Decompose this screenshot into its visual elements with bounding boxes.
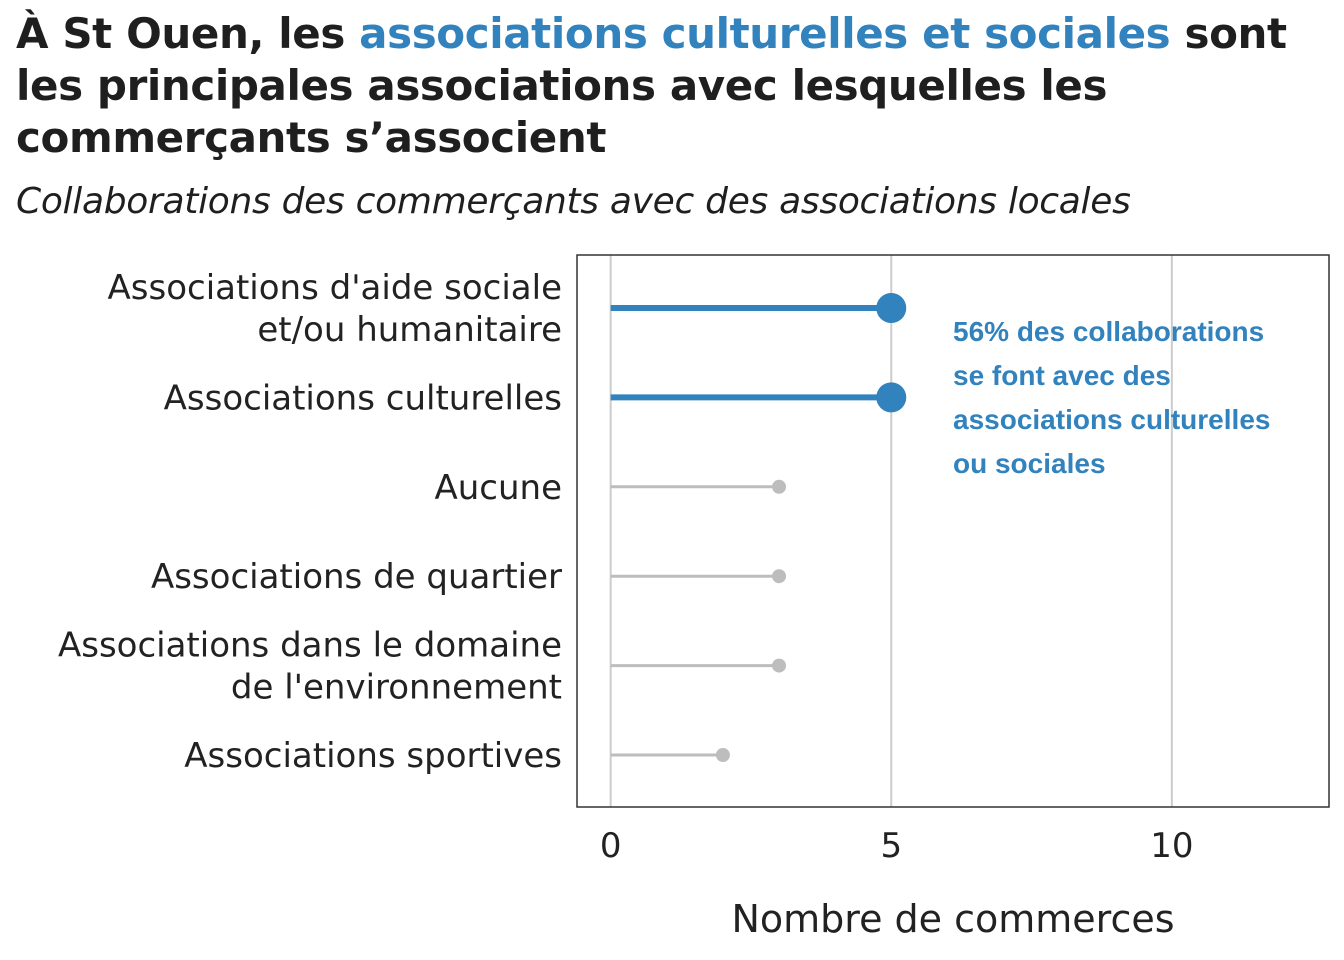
title-highlight: associations culturelles et sociales: [359, 9, 1171, 58]
category-label-3: Associations de quartier: [151, 557, 562, 597]
annotation-line: associations culturelles: [953, 404, 1270, 435]
category-labels: Associations d'aide sociale et/ou humanit…: [58, 268, 562, 776]
annotation-line: se font avec des: [953, 360, 1171, 391]
category-label-line: Associations dans le domaine: [58, 626, 562, 666]
lollipop-dot-0: [876, 293, 907, 323]
category-label-line: de l'environnement: [231, 668, 562, 708]
lollipop-dot-3: [772, 569, 787, 584]
category-label-1: Associations culturelles: [164, 378, 562, 418]
lollipop-dot-1: [876, 382, 907, 413]
x-tick-label-0: 0: [600, 826, 622, 866]
category-label-line: Associations d'aide sociale: [108, 268, 562, 308]
lollipop-marks: [610, 293, 907, 762]
x-tick-label-10: 10: [1150, 826, 1193, 866]
annotation-text: 56% des collaborations se font avec des as…: [953, 316, 1270, 479]
x-axis-title: Nombre de commerces: [731, 897, 1174, 941]
annotation-line: ou sociales: [953, 448, 1106, 479]
annotation-line: 56% des collaborations: [953, 316, 1264, 347]
category-label-line: Associations de quartier: [151, 557, 562, 597]
grid-lines: [609, 255, 1173, 807]
x-tick-label-5: 5: [880, 826, 902, 866]
category-label-line: Associations sportives: [184, 736, 562, 776]
category-label-line: Associations culturelles: [164, 378, 562, 418]
lollipop-dot-2: [772, 479, 787, 494]
category-label-0: Associations d'aide sociale et/ou humanit…: [108, 268, 562, 350]
lollipop-dot-4: [772, 658, 787, 673]
lollipop-dot-5: [715, 748, 730, 762]
plot-frame: [576, 254, 1330, 808]
category-label-line: et/ou humanitaire: [257, 310, 562, 350]
title-after: sont les principales associations avec l…: [16, 9, 1287, 162]
chart-title: À St Ouen, les associations culturelles …: [16, 8, 1336, 164]
title-before: À St Ouen, les: [16, 9, 360, 58]
x-tick-labels: 0 5 10: [600, 826, 1194, 866]
category-label-2: Aucune: [434, 468, 562, 508]
category-label-5: Associations sportives: [184, 736, 562, 776]
chart-subtitle: Collaborations des commerçants avec des …: [16, 181, 1131, 222]
category-label-4: Associations dans le domaine de l'environ…: [58, 626, 562, 708]
category-label-line: Aucune: [434, 468, 562, 508]
